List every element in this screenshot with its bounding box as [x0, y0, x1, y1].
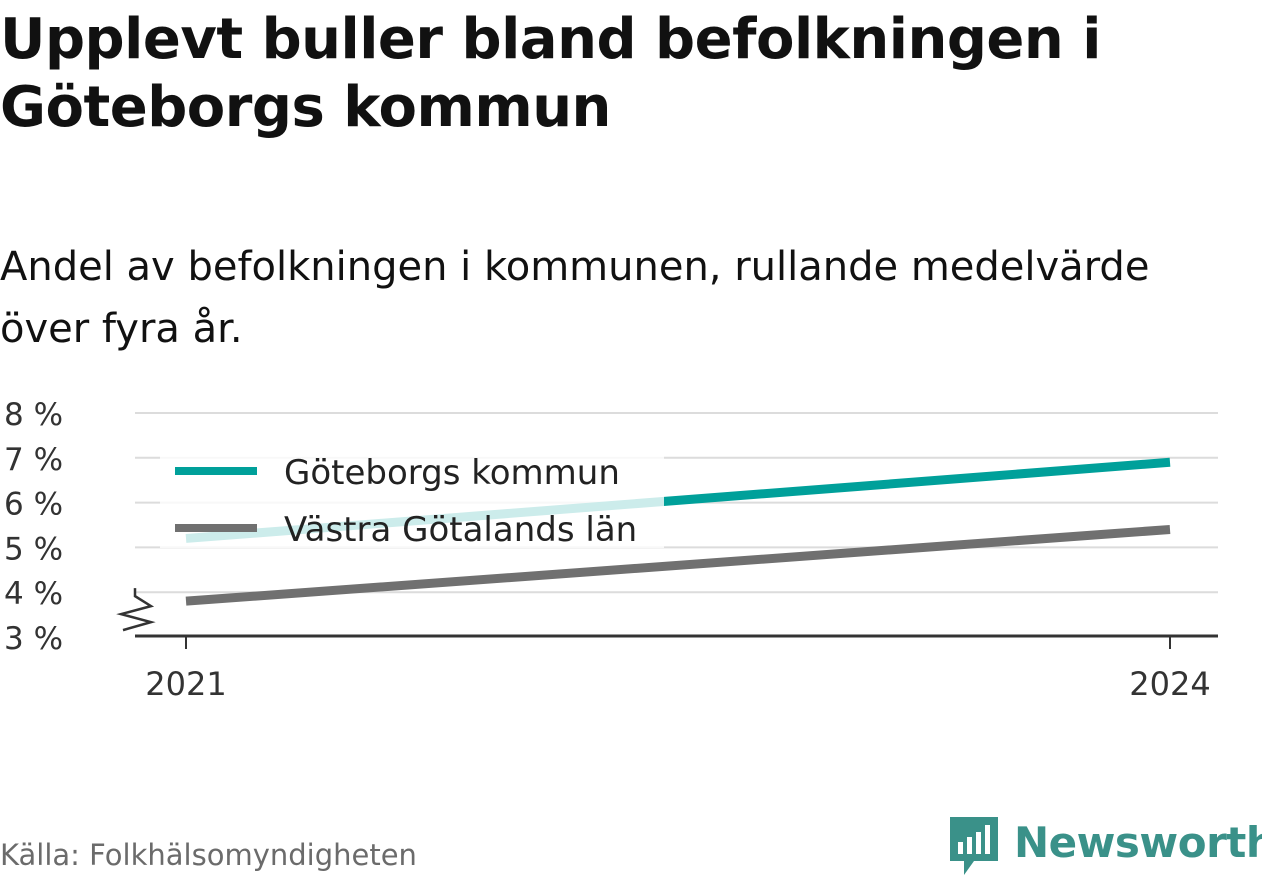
- x-tick-label: 2021: [145, 665, 226, 703]
- chart-title: Upplevt buller bland befolkningen i Göte…: [0, 7, 1101, 140]
- legend-label: Västra Götalands län: [284, 510, 637, 550]
- legend-label: Göteborgs kommun: [284, 453, 620, 493]
- axis-break-icon: [116, 588, 156, 632]
- y-axis-ticks: 3 % 4 % 5 % 6 % 7 % 8 %: [4, 397, 63, 657]
- y-tick-label: 7 %: [4, 442, 63, 478]
- y-tick-label: 6 %: [4, 487, 63, 523]
- y-tick-label: 3 %: [4, 621, 63, 657]
- y-tick-label: 5 %: [4, 531, 63, 567]
- legend: Göteborgs kommun Västra Götalands län: [160, 440, 664, 550]
- y-tick-label: 4 %: [4, 576, 63, 612]
- newsworthy-logo-icon: [950, 817, 998, 875]
- brand-logo: Newsworthy: [950, 817, 1262, 879]
- x-axis: 2021 2024: [116, 588, 1218, 703]
- line-chart: 3 % 4 % 5 % 6 % 7 % 8 % 2021 2024 Göteborgs ko…: [4, 397, 1218, 703]
- series-line: [185, 524, 1171, 606]
- x-tick-label: 2024: [1129, 665, 1210, 703]
- y-tick-label: 8 %: [4, 397, 63, 433]
- brand-name: Newsworthy: [1014, 818, 1262, 867]
- chart-subtitle: Andel av befolkningen i kommunen, rullan…: [0, 244, 1150, 352]
- source-credit: Källa: Folkhälsomyndigheten: [0, 838, 417, 872]
